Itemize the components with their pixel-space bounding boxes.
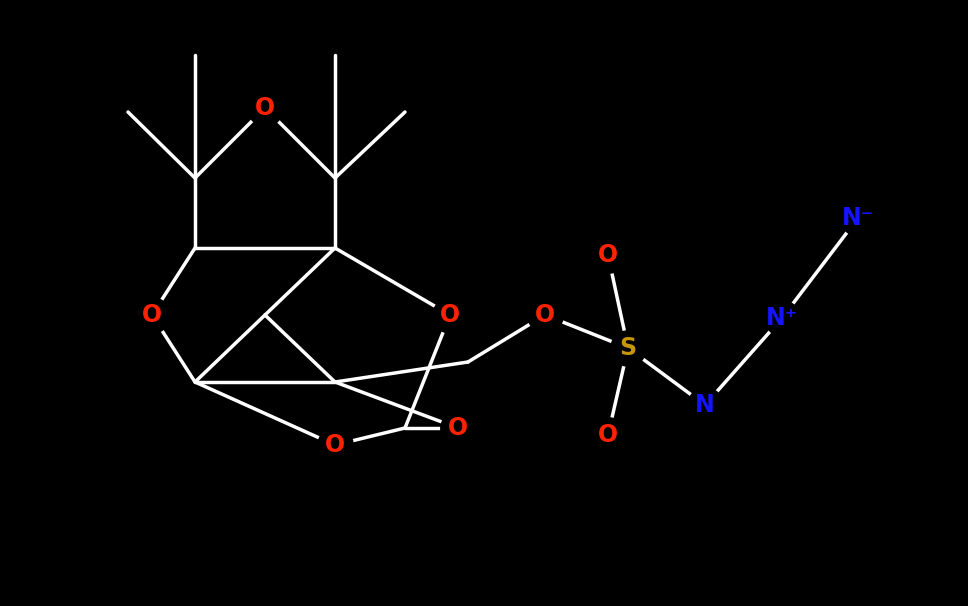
Text: O: O — [535, 303, 555, 327]
Text: O: O — [448, 416, 469, 440]
Text: O: O — [598, 423, 618, 447]
Text: O: O — [325, 433, 345, 457]
Text: S: S — [620, 336, 637, 360]
Text: O: O — [142, 303, 162, 327]
Text: O: O — [598, 243, 618, 267]
Text: O: O — [255, 96, 275, 120]
Text: N⁻: N⁻ — [842, 206, 874, 230]
Text: O: O — [439, 303, 460, 327]
Text: N⁺: N⁺ — [766, 306, 799, 330]
Text: N: N — [695, 393, 715, 417]
